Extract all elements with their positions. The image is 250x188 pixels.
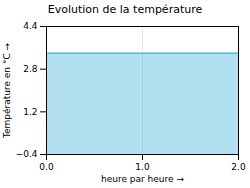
svg-text:heure par heure →: heure par heure → <box>101 174 184 184</box>
svg-text:2.8: 2.8 <box>23 64 38 74</box>
svg-text:4.4: 4.4 <box>23 21 38 31</box>
html-text:Evolution de la température: Evolution de la température <box>47 3 203 16</box>
svg-text:−0.4: −0.4 <box>16 149 38 159</box>
svg-text:1.2: 1.2 <box>23 107 37 117</box>
svg-text:0.0: 0.0 <box>39 162 54 172</box>
svg-text:2.0: 2.0 <box>231 162 246 172</box>
svg-text:Température en °C →: Température en °C → <box>2 42 12 139</box>
svg-text:1.0: 1.0 <box>135 162 150 172</box>
